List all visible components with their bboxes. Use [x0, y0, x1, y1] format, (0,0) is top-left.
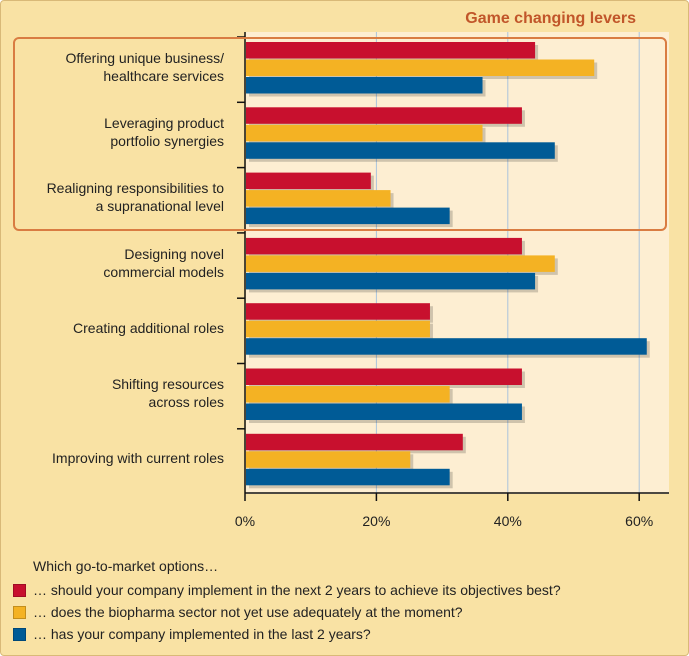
legend-label: … has your company implemented in the la… [33, 626, 371, 642]
category-label: Realigning responsibilities to a suprana… [46, 180, 224, 215]
legend-item: … does the biopharma sector not yet use … [13, 604, 463, 620]
bar [246, 338, 647, 355]
x-tick-label: 20% [362, 513, 391, 529]
legend-label: … should your company implement in the n… [33, 582, 561, 598]
bar [246, 433, 463, 451]
bar [246, 368, 522, 385]
bar [246, 303, 430, 320]
bar [246, 451, 411, 468]
x-tick-label: 60% [625, 513, 654, 529]
legend-item: … has your company implemented in the la… [13, 626, 371, 642]
bar [246, 124, 483, 142]
bar [246, 255, 555, 272]
bar [246, 77, 483, 94]
category-label: Creating additional roles [73, 319, 224, 336]
bar [246, 320, 430, 338]
bar [246, 42, 536, 59]
legend-swatch [13, 583, 26, 597]
bar [246, 272, 536, 290]
category-label: Offering unique business/ healthcare ser… [65, 49, 224, 84]
bar [246, 190, 391, 207]
x-tick-label: 0% [234, 513, 256, 529]
legend-item: … should your company implement in the n… [13, 582, 561, 598]
bar [246, 59, 595, 76]
x-tick-label: 40% [493, 513, 522, 529]
bar [246, 386, 450, 403]
bar [246, 468, 450, 486]
highlight-title: Game changing levers [465, 10, 636, 27]
legend-swatch [13, 605, 26, 619]
category-label: Leveraging product portfolio synergies [104, 114, 224, 149]
legend-swatch [13, 627, 26, 641]
bar [246, 237, 522, 255]
bar [246, 142, 555, 159]
bar [246, 107, 522, 124]
game-changing-levers-box [13, 37, 667, 231]
legend-label: … does the biopharma sector not yet use … [33, 604, 463, 620]
category-label: Shifting resources across roles [111, 376, 224, 411]
category-label: Improving with current roles [52, 450, 224, 467]
category-label: Designing novel commercial models [103, 245, 224, 280]
bar [246, 403, 522, 420]
legend-question: Which go-to-market options… [33, 558, 219, 574]
bar [246, 172, 371, 190]
bar [246, 207, 450, 225]
